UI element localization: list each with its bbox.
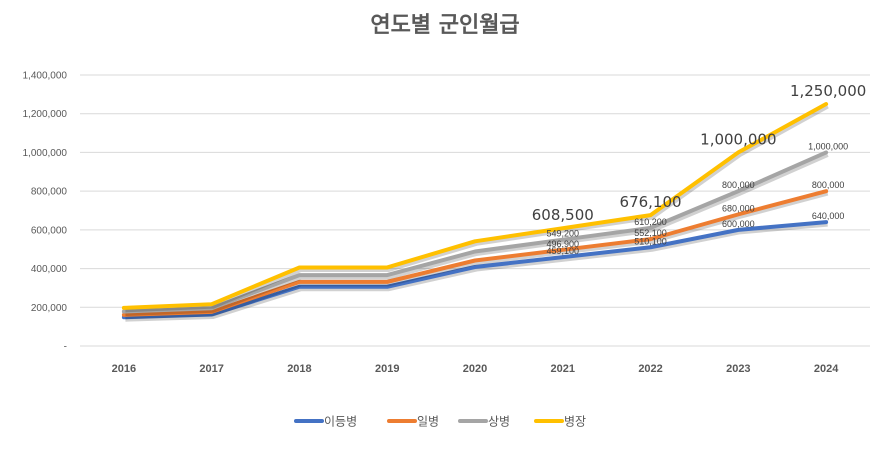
series-lines [121, 102, 829, 322]
y-tick-label: 1,000,000 [23, 148, 68, 159]
series-line-shadow [125, 103, 829, 313]
series-line-상병 [121, 150, 829, 314]
x-tick-label: 2021 [551, 363, 575, 375]
y-tick-label: - [64, 342, 67, 353]
series-line-shadow [125, 190, 829, 320]
legend-label: 일병 [417, 415, 439, 429]
data-label: 510,100 [634, 236, 667, 246]
series-line-이등병 [121, 220, 829, 320]
x-tick-label: 2018 [287, 363, 311, 375]
x-tick-label: 2017 [199, 363, 223, 375]
data-label: 610,200 [634, 217, 667, 227]
y-tick-label: 200,000 [31, 303, 68, 314]
series-line-일병 [121, 189, 829, 317]
legend-label: 병장 [564, 415, 586, 429]
x-tick-label: 2022 [638, 363, 662, 375]
y-tick-label: 800,000 [31, 187, 68, 198]
y-tick-label: 1,200,000 [23, 109, 68, 120]
series-line-병장 [121, 102, 829, 310]
data-label: 680,000 [722, 203, 755, 213]
y-tick-label: 600,000 [31, 225, 68, 236]
data-label: 552,100 [634, 228, 667, 238]
y-tick-label: 1,400,000 [23, 71, 68, 82]
data-label: 459,100 [547, 246, 580, 256]
data-label: 608,500 [532, 206, 594, 224]
legend-label: 이등병 [324, 415, 357, 429]
data-label: 1,000,000 [700, 130, 776, 148]
series-line-shadow [125, 221, 828, 322]
x-tick-label: 2016 [112, 363, 136, 375]
series-line-shadow [125, 152, 829, 317]
data-label: 1,250,000 [790, 82, 866, 100]
data-label: 676,100 [620, 193, 682, 211]
legend: 이등병 일병 상병 병장 [294, 415, 586, 429]
data-labels: 459,100 510,100 600,000 640,000 496,900 552,1… [532, 82, 867, 256]
chart-title: 연도별 군인월급 [370, 13, 519, 38]
data-label: 600,000 [722, 219, 755, 229]
x-tick-label: 2020 [463, 363, 487, 375]
x-tick-label: 2019 [375, 363, 399, 375]
y-tick-label: 400,000 [31, 264, 68, 275]
data-label: 549,200 [547, 229, 580, 239]
legend-label: 상병 [488, 415, 510, 429]
x-tick-label: 2024 [814, 363, 839, 375]
data-label: 800,000 [722, 180, 755, 190]
data-label: 496,900 [547, 239, 580, 249]
data-label: 800,000 [812, 180, 845, 190]
x-tick-label: 2023 [726, 363, 750, 375]
y-axis: - 200,000 400,000 600,000 800,000 1,000,000 1,… [23, 71, 68, 353]
data-label: 1,000,000 [808, 141, 848, 151]
x-axis: 2016 2017 2018 2019 2020 2021 2022 2023 2024 [112, 363, 840, 375]
data-label: 640,000 [812, 211, 845, 221]
